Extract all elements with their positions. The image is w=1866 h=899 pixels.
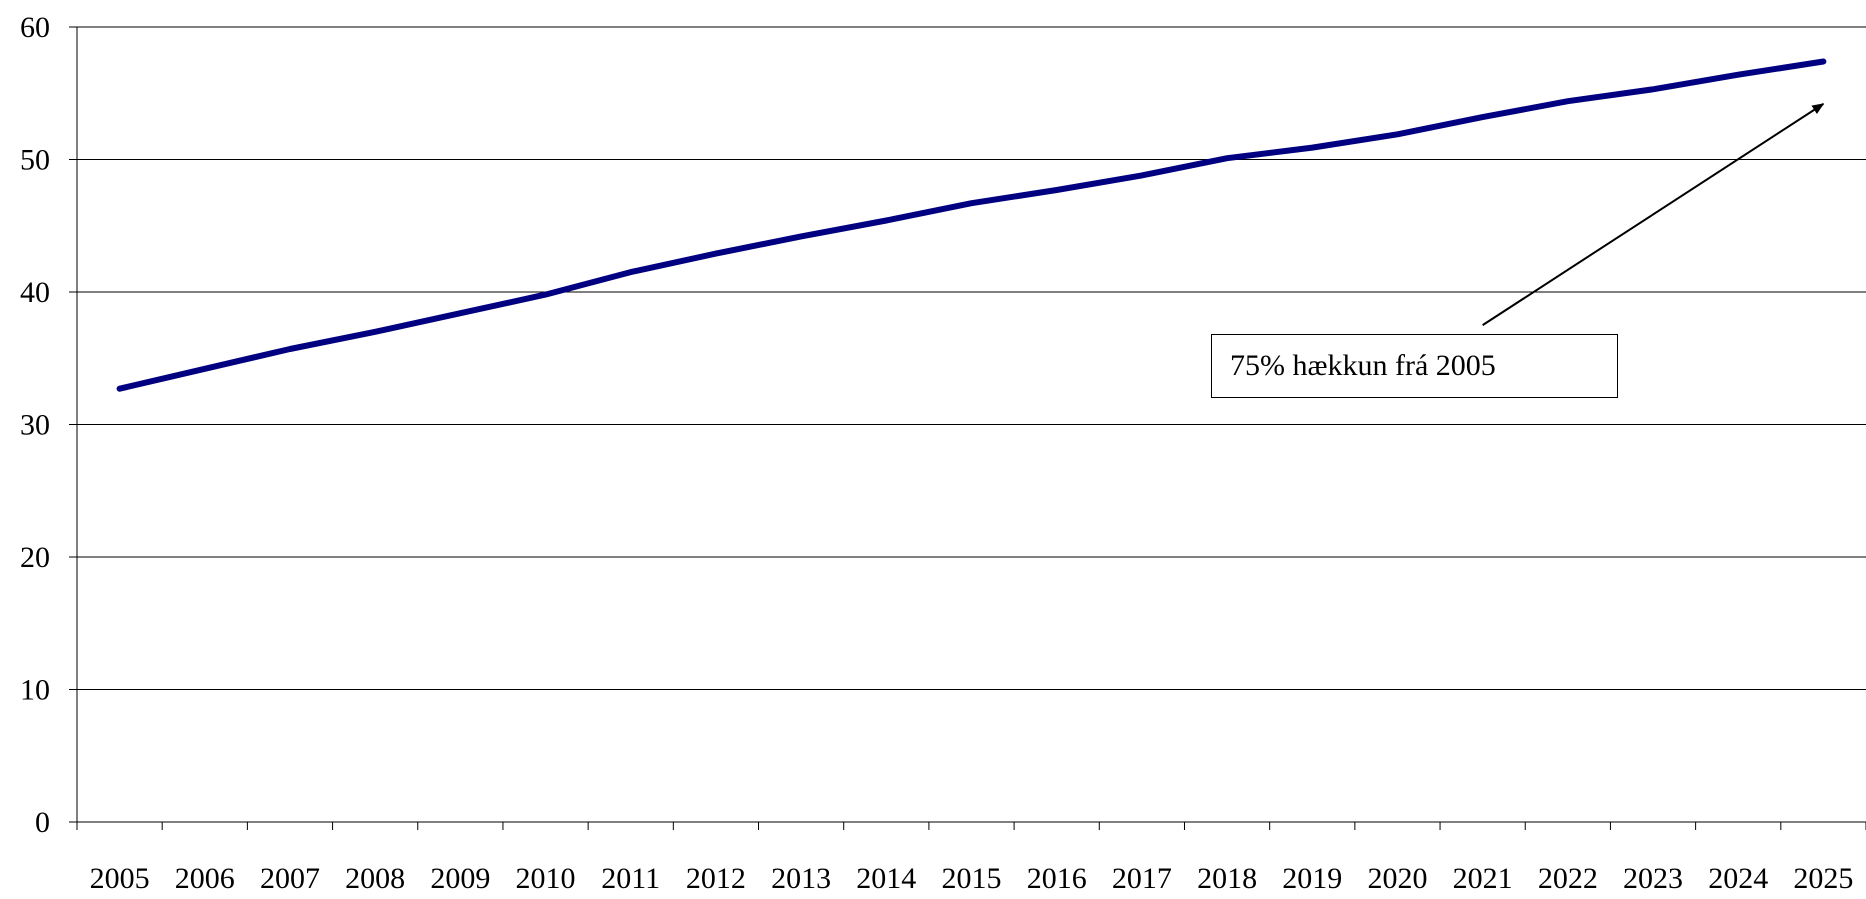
x-tick-label: 2009	[430, 862, 490, 894]
x-tick-label: 2014	[856, 862, 916, 894]
x-tick-label: 2007	[260, 862, 320, 894]
y-tick-label: 50	[20, 144, 50, 177]
ticks: 0 10 20 30 40 50 60 2005 2006 2007 2008 2009 2010 201…	[20, 11, 1866, 894]
y-tick-label: 40	[20, 276, 50, 309]
x-tick-label: 2006	[175, 862, 235, 894]
x-tick-label: 2025	[1793, 862, 1853, 894]
x-tick-label: 2015	[942, 862, 1002, 894]
x-tick-label: 2022	[1538, 862, 1598, 894]
x-tick-label: 2010	[516, 862, 576, 894]
annotation-text: 75% hækkun frá 2005	[1230, 349, 1496, 383]
x-tick-label: 2019	[1282, 862, 1342, 894]
annotation-box: 75% hækkun frá 2005	[1211, 334, 1618, 398]
x-tick-label: 2008	[345, 862, 405, 894]
x-tick-label: 2013	[771, 862, 831, 894]
y-tick-label: 0	[35, 806, 50, 839]
x-tick-label: 2024	[1708, 862, 1768, 894]
y-tick-label: 60	[20, 11, 50, 44]
x-tick-label: 2018	[1197, 862, 1257, 894]
x-tick-label: 2016	[1027, 862, 1087, 894]
x-tick-label: 2021	[1453, 862, 1513, 894]
y-tick-label: 30	[20, 409, 50, 442]
x-tick-label: 2012	[686, 862, 746, 894]
x-tick-label: 2005	[90, 862, 150, 894]
x-tick-label: 2017	[1112, 862, 1172, 894]
y-tick-label: 20	[20, 541, 50, 574]
x-tick-label: 2023	[1623, 862, 1683, 894]
x-tick-label: 2011	[601, 862, 660, 894]
y-tick-label: 10	[20, 674, 50, 707]
x-tick-label: 2020	[1367, 862, 1427, 894]
